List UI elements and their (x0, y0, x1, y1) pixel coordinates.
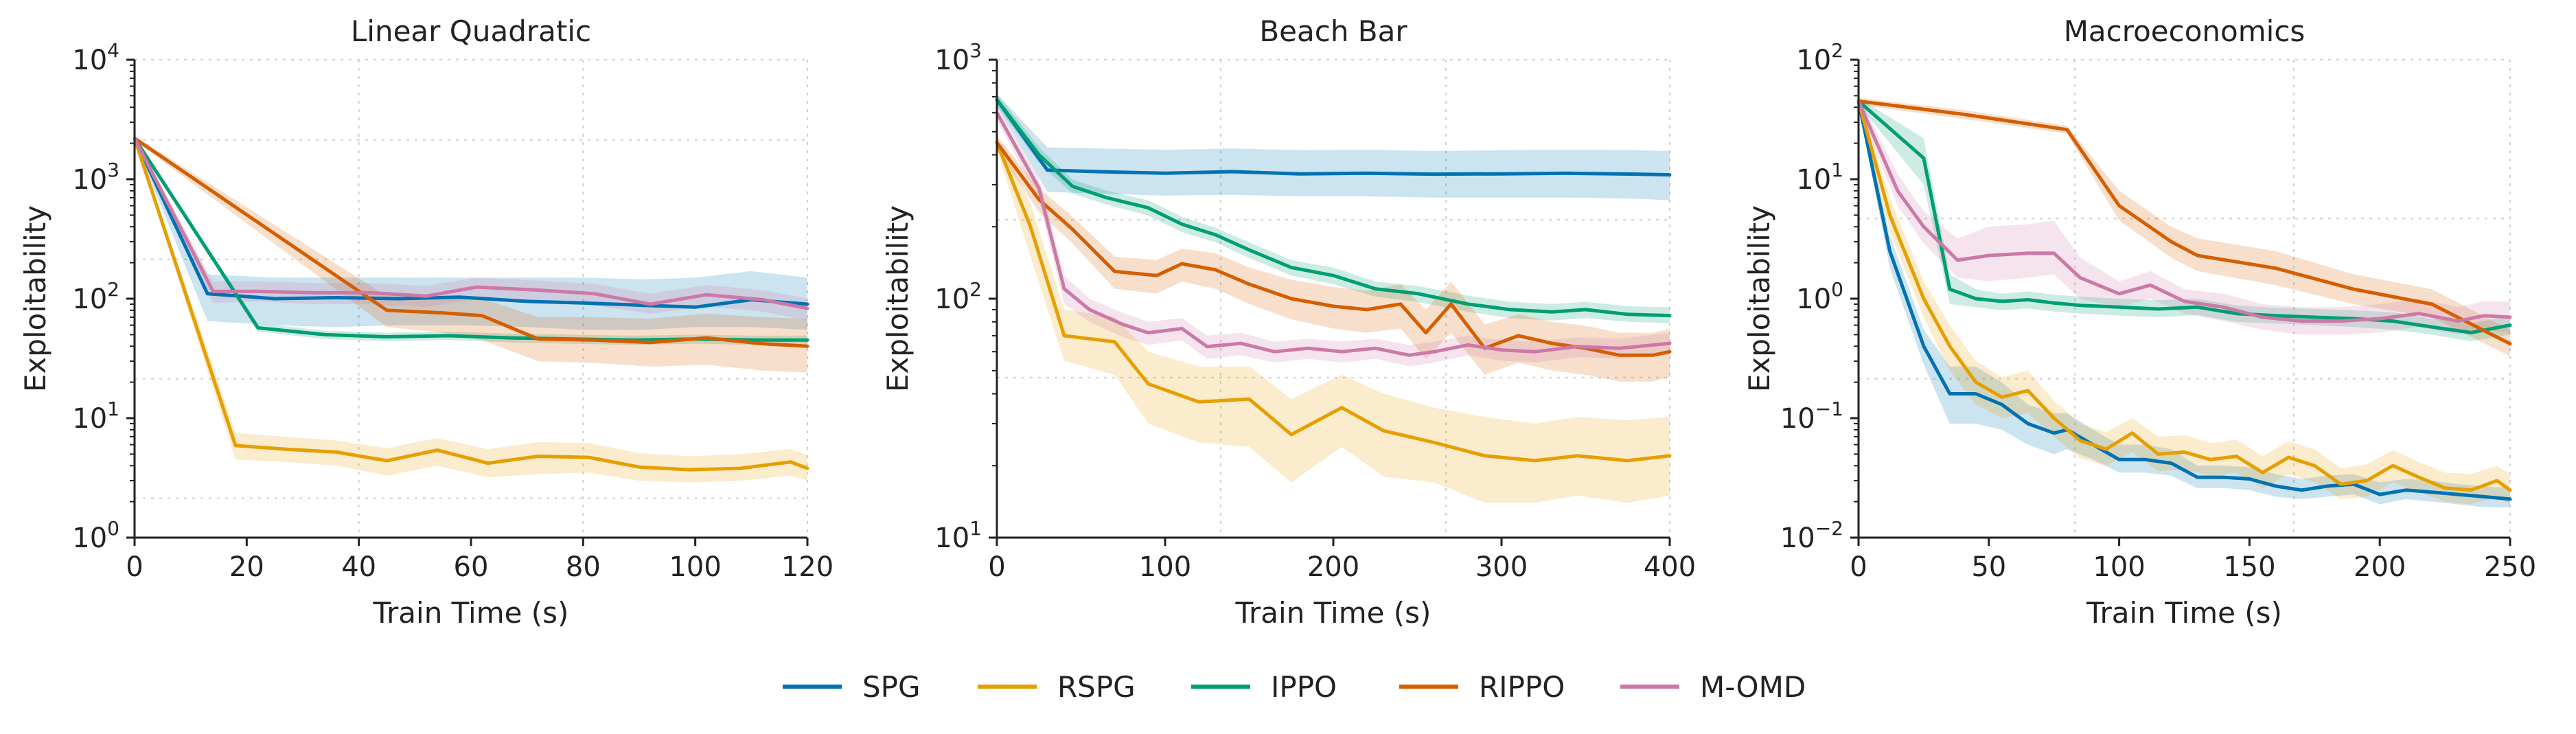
legend-label: IPPO (1271, 670, 1337, 704)
y-tick-label: 101 (934, 517, 982, 554)
x-tick-label: 100 (2093, 551, 2145, 583)
y-tick-label: 102 (72, 278, 119, 315)
x-axis-title: Train Time (s) (1235, 596, 1431, 630)
legend-item-momd: M-OMD (1620, 670, 1806, 704)
chart-panel-1: 0 20 40 60 80 100 120 100 101 102 103 104 Linear Qua… (19, 14, 833, 630)
x-tick-label: 0 (126, 551, 143, 583)
line-momd (1856, 99, 2512, 323)
band-rspg (997, 135, 1670, 503)
y-axis-title: Exploitability (1743, 205, 1776, 392)
x-tick-label: 250 (2484, 551, 2536, 583)
legend-label: SPG (862, 670, 921, 704)
legend-label: M-OMD (1700, 670, 1806, 704)
line-rippo (133, 136, 809, 348)
line-rspg (1856, 99, 2512, 492)
y-tick-label: 10−1 (1780, 398, 1843, 435)
chart-panel-3: 0 50 100 150 200 250 10−2 10−1 100 101 102 Macroeco… (1743, 14, 2536, 630)
y-axis-title: Exploitability (881, 205, 915, 392)
x-axis-title: Train Time (s) (373, 596, 569, 630)
x-tick-label: 100 (669, 551, 721, 583)
band-momd (997, 106, 1670, 367)
panel-title: Beach Bar (1259, 14, 1407, 48)
y-tick-label: 102 (1796, 39, 1843, 76)
y-tick-label: 101 (72, 398, 119, 435)
y-tick-label: 100 (72, 517, 119, 554)
x-tick-label: 0 (1850, 551, 1867, 583)
x-tick-label: 200 (2354, 551, 2406, 583)
y-tick-label: 102 (934, 278, 982, 315)
band-spg (1859, 95, 2510, 507)
band-spg (997, 93, 1670, 200)
x-tick-label: 400 (1644, 551, 1696, 583)
x-tick-label: 0 (988, 551, 1005, 583)
y-tick-label: 100 (1796, 278, 1843, 315)
legend-item-rippo: RIPPO (1399, 670, 1565, 704)
band-momd (1859, 95, 2510, 335)
legend-item-ippo: IPPO (1191, 670, 1337, 704)
band-rippo (1859, 98, 2510, 356)
line-spg (1856, 99, 2512, 501)
chart-panels: 0 20 40 60 80 100 120 100 101 102 103 104 Linear Qua… (19, 14, 2536, 630)
y-tick-label: 103 (934, 39, 982, 76)
line-spg (133, 136, 809, 309)
line-ippo (995, 98, 1672, 318)
legend-label: RSPG (1057, 670, 1136, 704)
line-rspg (133, 136, 809, 472)
x-tick-label: 60 (454, 551, 489, 583)
y-tick-label: 104 (72, 39, 119, 76)
x-tick-label: 40 (341, 551, 376, 583)
y-tick-label: 10−2 (1780, 517, 1843, 554)
band-rspg (1859, 95, 2510, 505)
band-rippo (997, 135, 1670, 382)
line-rspg (995, 141, 1672, 463)
line-ippo (1856, 99, 2512, 334)
x-axis-title: Train Time (s) (2086, 596, 2282, 630)
y-tick-label: 103 (72, 159, 119, 196)
line-rippo (1856, 99, 2512, 346)
x-tick-label: 50 (1971, 551, 2006, 583)
x-tick-label: 120 (781, 551, 833, 583)
band-spg (135, 136, 807, 330)
y-tick-label: 101 (1796, 159, 1843, 196)
x-tick-label: 300 (1475, 551, 1528, 583)
band-rippo (135, 136, 807, 373)
line-spg (995, 98, 1672, 177)
legend-item-rspg: RSPG (978, 670, 1136, 704)
x-tick-label: 150 (2223, 551, 2275, 583)
chart-panel-2: 0 100 200 300 400 101 102 103 Beach Bar Train Tim… (881, 14, 1696, 630)
panel-title: Macroeconomics (2064, 14, 2305, 48)
x-tick-label: 100 (1139, 551, 1191, 583)
legend-label: RIPPO (1479, 670, 1565, 704)
legend-item-spg: SPG (783, 670, 921, 704)
y-axis-title: Exploitability (19, 205, 52, 392)
line-momd (995, 111, 1672, 357)
x-tick-label: 80 (566, 551, 601, 583)
line-momd (133, 136, 809, 310)
x-tick-label: 20 (229, 551, 264, 583)
legend: SPG RSPG IPPO RIPPO M-OMD (783, 670, 1806, 704)
x-tick-label: 200 (1307, 551, 1359, 583)
panel-title: Linear Quadratic (351, 14, 591, 48)
